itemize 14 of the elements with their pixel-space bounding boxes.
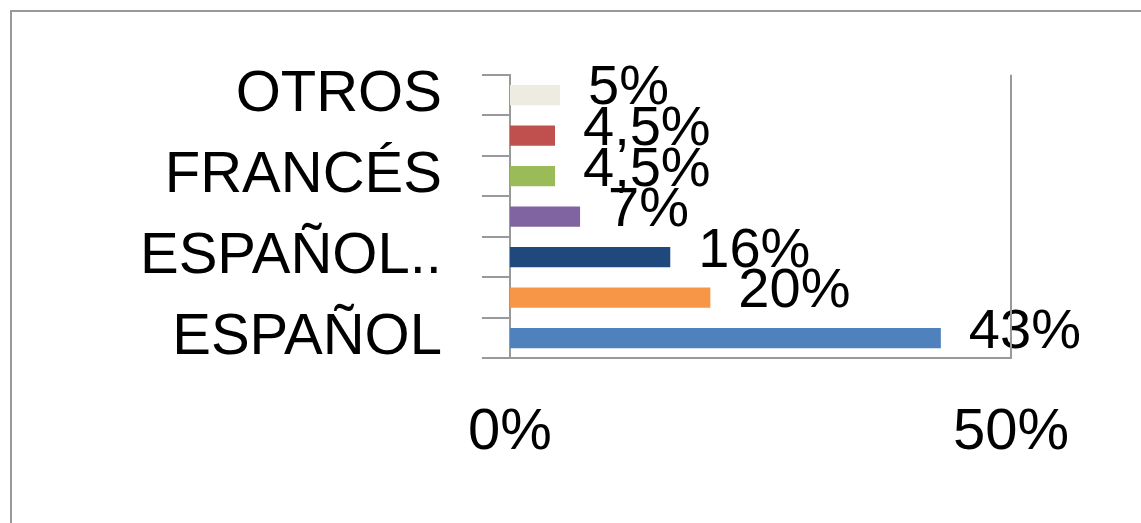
bar xyxy=(509,206,581,227)
bar xyxy=(509,246,671,268)
y-tick-label: ESPAÑOL xyxy=(172,301,442,367)
bar xyxy=(509,125,556,146)
y-tick-label: ESPAÑOL.. xyxy=(139,220,442,286)
data-label: 43% xyxy=(968,296,1081,360)
bar xyxy=(509,328,941,349)
bar xyxy=(509,287,711,308)
x-tick-label: 50% xyxy=(952,396,1070,462)
bar xyxy=(509,84,561,106)
y-tick-label: OTROS xyxy=(235,58,442,124)
y-tick-label: FRANCÉS xyxy=(164,139,442,205)
x-tick-label: 0% xyxy=(468,396,552,462)
bar xyxy=(509,165,556,187)
